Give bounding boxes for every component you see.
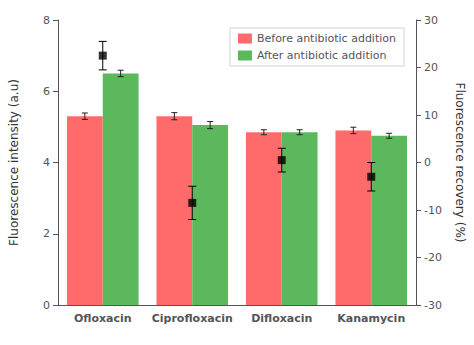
- svg-text:0: 0: [424, 156, 431, 169]
- svg-text:-10: -10: [424, 204, 442, 217]
- svg-text:-20: -20: [424, 251, 442, 264]
- svg-text:8: 8: [43, 14, 50, 27]
- svg-text:10: 10: [424, 109, 438, 122]
- svg-text:Kanamycin: Kanamycin: [337, 312, 405, 325]
- svg-text:30: 30: [424, 14, 438, 27]
- svg-text:20: 20: [424, 61, 438, 74]
- svg-text:Before antibiotic addition: Before antibiotic addition: [257, 32, 396, 45]
- svg-text:6: 6: [43, 85, 50, 98]
- svg-text:-30: -30: [424, 299, 442, 312]
- svg-text:2: 2: [43, 227, 50, 240]
- svg-text:4: 4: [43, 156, 50, 169]
- svg-text:0: 0: [43, 299, 50, 312]
- svg-text:Fluorescence intensity (a.u): Fluorescence intensity (a.u): [7, 79, 21, 246]
- svg-text:Ofloxacin: Ofloxacin: [74, 312, 132, 325]
- svg-text:Fluorescence recovery (%): Fluorescence recovery (%): [453, 83, 467, 243]
- svg-text:Difloxacin: Difloxacin: [251, 312, 312, 325]
- svg-text:After antibiotic addition: After antibiotic addition: [257, 49, 387, 62]
- svg-text:Ciprofloxacin: Ciprofloxacin: [152, 312, 233, 325]
